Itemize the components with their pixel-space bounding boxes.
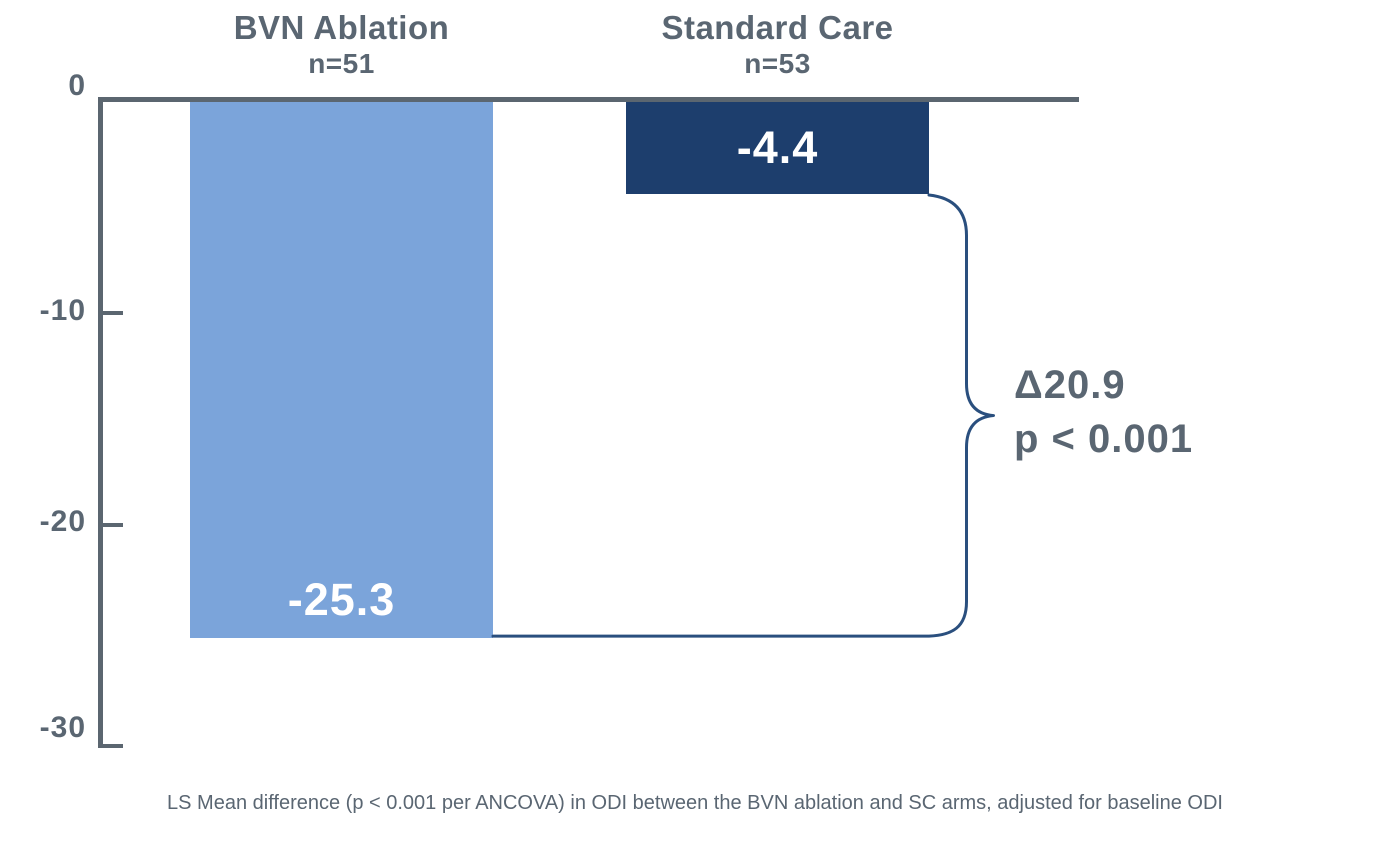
group-n-bvn-ablation: n=51 — [308, 48, 375, 79]
group-header-standard-care: Standard Care n=53 — [546, 8, 1009, 80]
bar-bvn-ablation: -25.3 — [190, 102, 493, 638]
delta-annotation: Δ20.9 p < 0.001 — [1014, 358, 1193, 466]
axis-bottom-stub — [98, 744, 123, 748]
bar-standard-care: -4.4 — [626, 102, 929, 194]
group-title-standard-care: Standard Care — [661, 9, 894, 46]
bar-value-standard-care: -4.4 — [736, 121, 819, 173]
zero-baseline — [98, 97, 1079, 102]
bar-value-bvn-ablation: -25.3 — [287, 573, 396, 625]
p-value-label: p < 0.001 — [1014, 417, 1194, 461]
tick-label--30: -30 — [39, 710, 86, 744]
y-axis-line — [98, 97, 103, 748]
group-title-bvn-ablation: BVN Ablation — [233, 9, 450, 46]
group-n-standard-care: n=53 — [744, 48, 811, 79]
tick-mark--10 — [98, 310, 123, 315]
tick-label--20: -20 — [39, 505, 86, 538]
delta-value-label: Δ20.9 — [1014, 363, 1126, 407]
tick-label--10: -10 — [39, 293, 86, 327]
brace-path — [491, 193, 995, 638]
tick-label-0: 0 — [68, 69, 86, 102]
footnote: LS Mean difference (p < 0.001 per ANCOVA… — [167, 792, 1223, 814]
tick-mark--20 — [98, 523, 123, 527]
group-header-bvn-ablation: BVN Ablation n=51 — [110, 8, 573, 80]
